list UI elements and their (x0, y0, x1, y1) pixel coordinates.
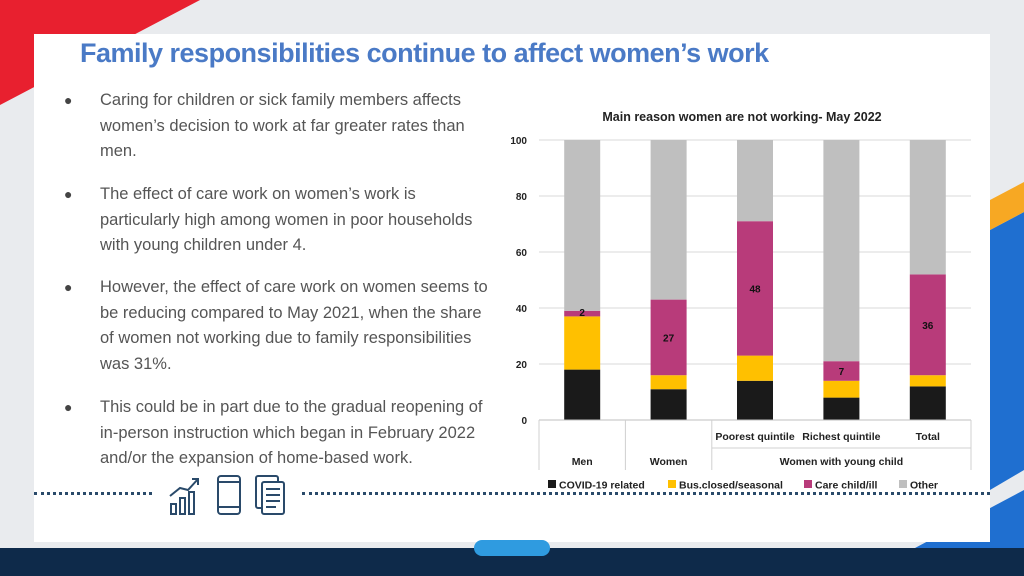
icon-group (169, 475, 285, 515)
y-tick-label: 80 (516, 192, 528, 203)
chart-data-labels: 2 27 48 7 36 (579, 284, 933, 378)
dotted-divider-right (302, 492, 990, 495)
chart-bars (564, 140, 946, 420)
bar-segment (564, 140, 601, 311)
bar-segment (650, 389, 687, 420)
y-tick-label: 0 (521, 416, 527, 427)
legend-swatch (804, 480, 812, 488)
phone-icon (217, 475, 241, 515)
bar-segment (737, 140, 773, 222)
chart-legend: COVID-19 related Bus.closed/seasonal Care … (548, 480, 938, 492)
legend-swatch (548, 480, 556, 488)
bar-segment (650, 299, 687, 376)
legend-label: Other (910, 480, 938, 492)
y-tick-label: 40 (516, 304, 528, 315)
documents-icon (255, 475, 285, 515)
data-label: 2 (579, 308, 585, 319)
legend-label: Care child/ill (815, 480, 878, 492)
legend-swatch (668, 480, 676, 488)
bar-segment (823, 397, 860, 420)
bar-segment (909, 375, 946, 387)
page-indicator-pill (474, 540, 550, 556)
slide-title: Family responsibilities continue to affe… (80, 38, 769, 68)
bar-segment (909, 140, 946, 275)
bullet-item: ● The effect of care work on women’s work… (58, 182, 498, 259)
data-label: 36 (922, 321, 934, 332)
bar-segment (564, 369, 601, 420)
bar-segment (737, 355, 773, 381)
data-label: 27 (663, 333, 675, 344)
x-category-label: Richest quintile (802, 431, 880, 443)
x-group-label: Men (572, 456, 593, 468)
bullet-text: This could be in part due to the gradual… (100, 398, 483, 467)
y-tick-label: 20 (516, 360, 528, 371)
y-tick-label: 100 (510, 136, 527, 147)
growth-chart-icon (169, 478, 199, 515)
bar-segment (650, 375, 687, 390)
bar-segment (564, 310, 601, 317)
bullet-item: ● This could be in part due to the gradua… (58, 395, 498, 472)
bar-segment (823, 140, 860, 362)
x-category-label: Poorest quintile (715, 431, 795, 443)
bullet-text: Caring for children or sick family membe… (100, 91, 465, 160)
bar-segment (909, 386, 946, 420)
data-label: 7 (839, 367, 845, 378)
y-tick-label: 60 (516, 248, 528, 259)
x-group-label: Women with young child (780, 456, 903, 468)
bar-segment (823, 380, 860, 398)
legend-label: COVID-19 related (559, 480, 645, 492)
bullet-item: ● Caring for children or sick family memb… (58, 88, 498, 165)
bar-segment (909, 274, 946, 376)
legend-swatch (899, 480, 907, 488)
chart-axes: 0 20 40 60 80 100 Poorest quintile Richest quin… (510, 136, 972, 470)
bullet-dot-icon: ● (64, 279, 73, 295)
bullet-dot-icon: ● (64, 399, 73, 415)
bar-segment (737, 221, 773, 356)
legend-label: Bus.closed/seasonal (679, 480, 783, 492)
bullet-text: The effect of care work on women’s work … (100, 185, 473, 254)
x-group-label: Women (650, 456, 688, 468)
data-label: 48 (749, 284, 761, 295)
bullet-text: However, the effect of care work on wome… (100, 278, 488, 373)
bullet-dot-icon: ● (64, 186, 73, 202)
dotted-divider-left (34, 492, 152, 495)
bar-segment (737, 380, 773, 420)
x-category-label: Total (916, 431, 940, 443)
bar-segment (823, 361, 860, 381)
bullet-item: ● However, the effect of care work on wom… (58, 275, 498, 377)
chart-title: Main reason women are not working- May 2… (602, 110, 881, 124)
bullet-dot-icon: ● (64, 92, 73, 108)
bar-segment (564, 316, 601, 370)
bar-segment (650, 140, 687, 300)
